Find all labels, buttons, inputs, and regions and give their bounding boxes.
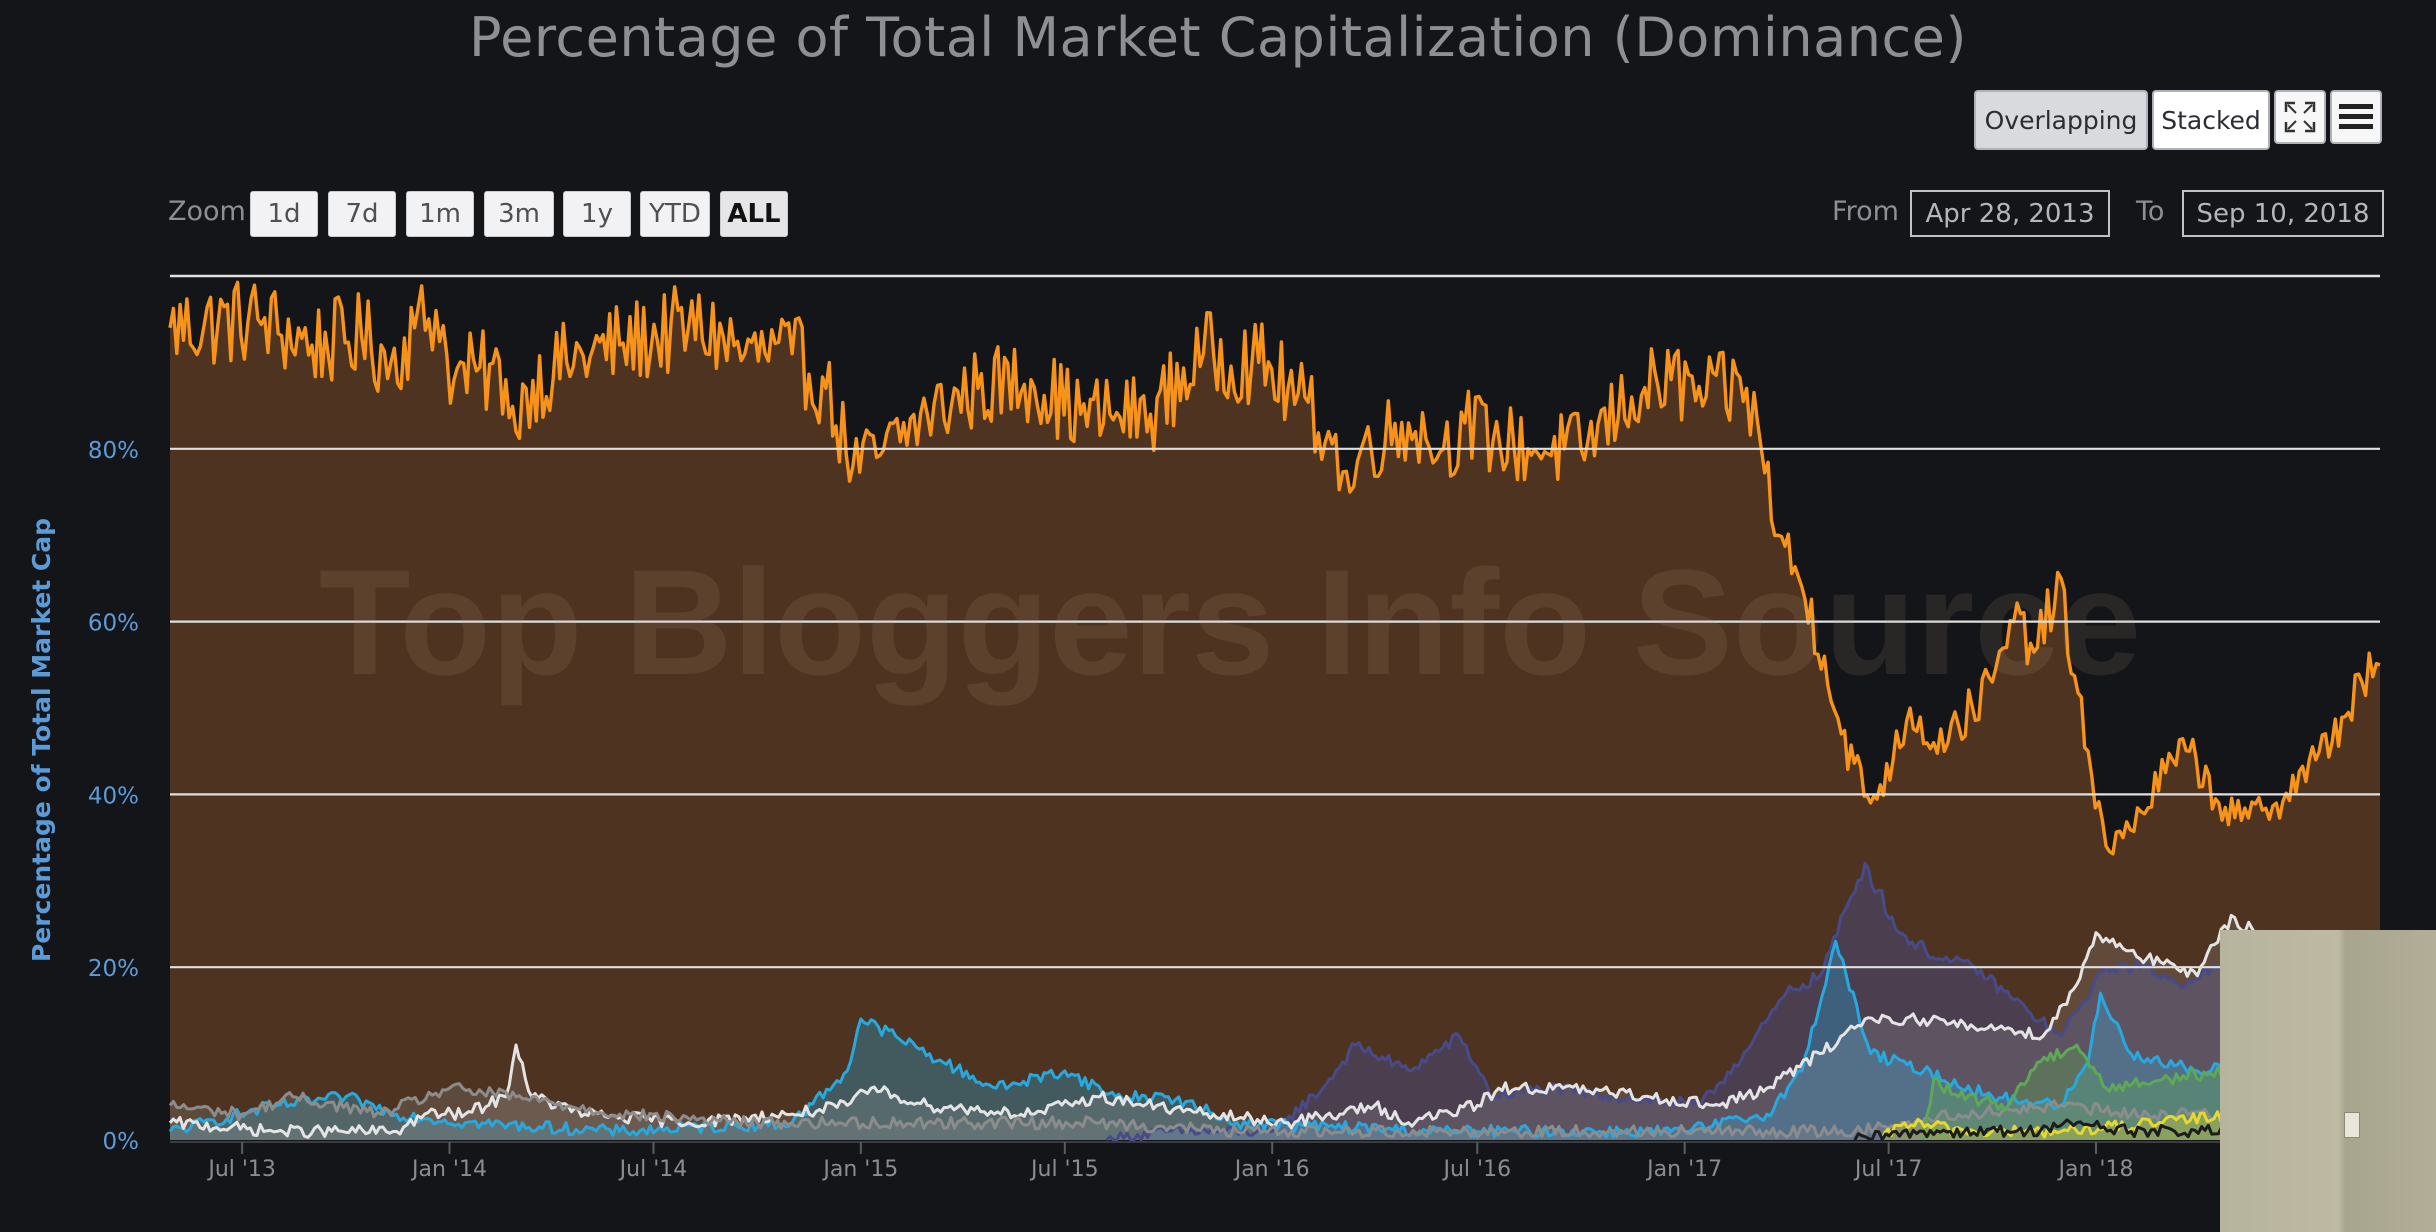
y-tick-label: 20% <box>88 956 139 982</box>
series-line-other_gray <box>168 1082 2381 1139</box>
y-axis-title: Percentage of Total Market Cap <box>27 518 56 962</box>
y-tick-label: 40% <box>88 783 139 809</box>
series-area-btc <box>170 282 2380 1140</box>
light-switch <box>2344 1112 2360 1138</box>
chart-title: Percentage of Total Market Capitalizatio… <box>469 6 1967 69</box>
hamburger-menu-icon <box>2339 104 2373 129</box>
x-tick-label: Jan '14 <box>410 1157 487 1182</box>
x-tick-label: Jul '15 <box>1029 1157 1099 1182</box>
fullscreen-icon <box>2284 101 2316 133</box>
overlapping-button[interactable]: Overlapping <box>1974 90 2148 150</box>
webcam-overlay <box>2220 930 2436 1232</box>
to-label: To <box>2136 196 2165 227</box>
zoom-ytd-button[interactable]: YTD <box>640 191 710 237</box>
x-tick-label: Jan '15 <box>821 1157 898 1182</box>
zoom-1m-button[interactable]: 1m <box>406 191 474 237</box>
y-tick-label: 0% <box>103 1129 140 1155</box>
x-tick-label: Jan '16 <box>1233 1157 1310 1182</box>
fullscreen-button[interactable] <box>2274 90 2326 144</box>
series-area-ltc <box>170 915 2380 1140</box>
x-tick-label: Jul '17 <box>1853 1157 1923 1182</box>
series-line-eth <box>1105 862 2382 1142</box>
x-tick-label: Jul '13 <box>206 1157 276 1182</box>
series-area-eth <box>1106 863 2380 1140</box>
stacked-button[interactable]: Stacked <box>2152 90 2270 150</box>
x-tick-label: Jul '16 <box>1441 1157 1511 1182</box>
zoom-all-button[interactable]: ALL <box>720 191 788 237</box>
menu-button[interactable] <box>2330 90 2382 144</box>
from-date-input[interactable]: Apr 28, 2013 <box>1910 190 2110 237</box>
to-date-input[interactable]: Sep 10, 2018 <box>2182 190 2384 237</box>
x-tick-label: Jan '17 <box>1645 1157 1722 1182</box>
zoom-label: Zoom <box>168 196 246 227</box>
from-label: From <box>1832 196 1899 227</box>
zoom-1d-button[interactable]: 1d <box>250 191 318 237</box>
series-area-other_gray <box>170 1083 2380 1140</box>
zoom-1y-button[interactable]: 1y <box>563 191 631 237</box>
x-tick-label: Jan '18 <box>2057 1157 2134 1182</box>
x-tick-label: Jul '14 <box>618 1157 688 1182</box>
y-tick-label: 80% <box>88 438 139 464</box>
zoom-7d-button[interactable]: 7d <box>328 191 396 237</box>
zoom-3m-button[interactable]: 3m <box>484 191 554 237</box>
series-area-xrp <box>170 941 2380 1140</box>
y-tick-label: 60% <box>88 611 139 637</box>
